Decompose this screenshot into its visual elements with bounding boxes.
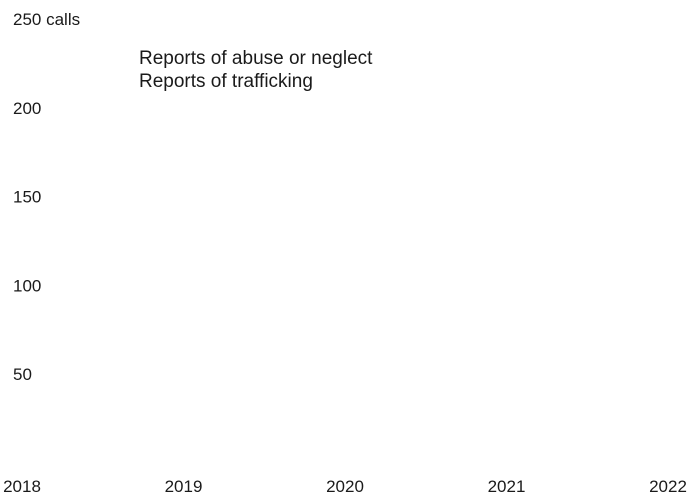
y-tick-label: 250 calls xyxy=(13,10,80,29)
x-tick-label: 2021 xyxy=(488,477,526,493)
x-tick-label: 2020 xyxy=(326,477,364,493)
y-tick-label: 100 xyxy=(13,276,41,295)
x-tick-label: 2019 xyxy=(165,477,203,493)
y-tick-label: 200 xyxy=(13,99,41,118)
x-tick-label: 2022 xyxy=(649,477,687,493)
y-tick-label: 150 xyxy=(13,188,41,207)
y-axis: 250 calls 200 150 100 50 xyxy=(13,10,80,384)
x-axis: 2018 2019 2020 2021 2022 xyxy=(3,477,687,493)
legend-entry: Reports of abuse or neglect xyxy=(139,48,373,69)
y-tick-label: 50 xyxy=(13,365,32,384)
x-tick-label: 2018 xyxy=(3,477,41,493)
legend-entry: Reports of trafficking xyxy=(139,71,313,92)
